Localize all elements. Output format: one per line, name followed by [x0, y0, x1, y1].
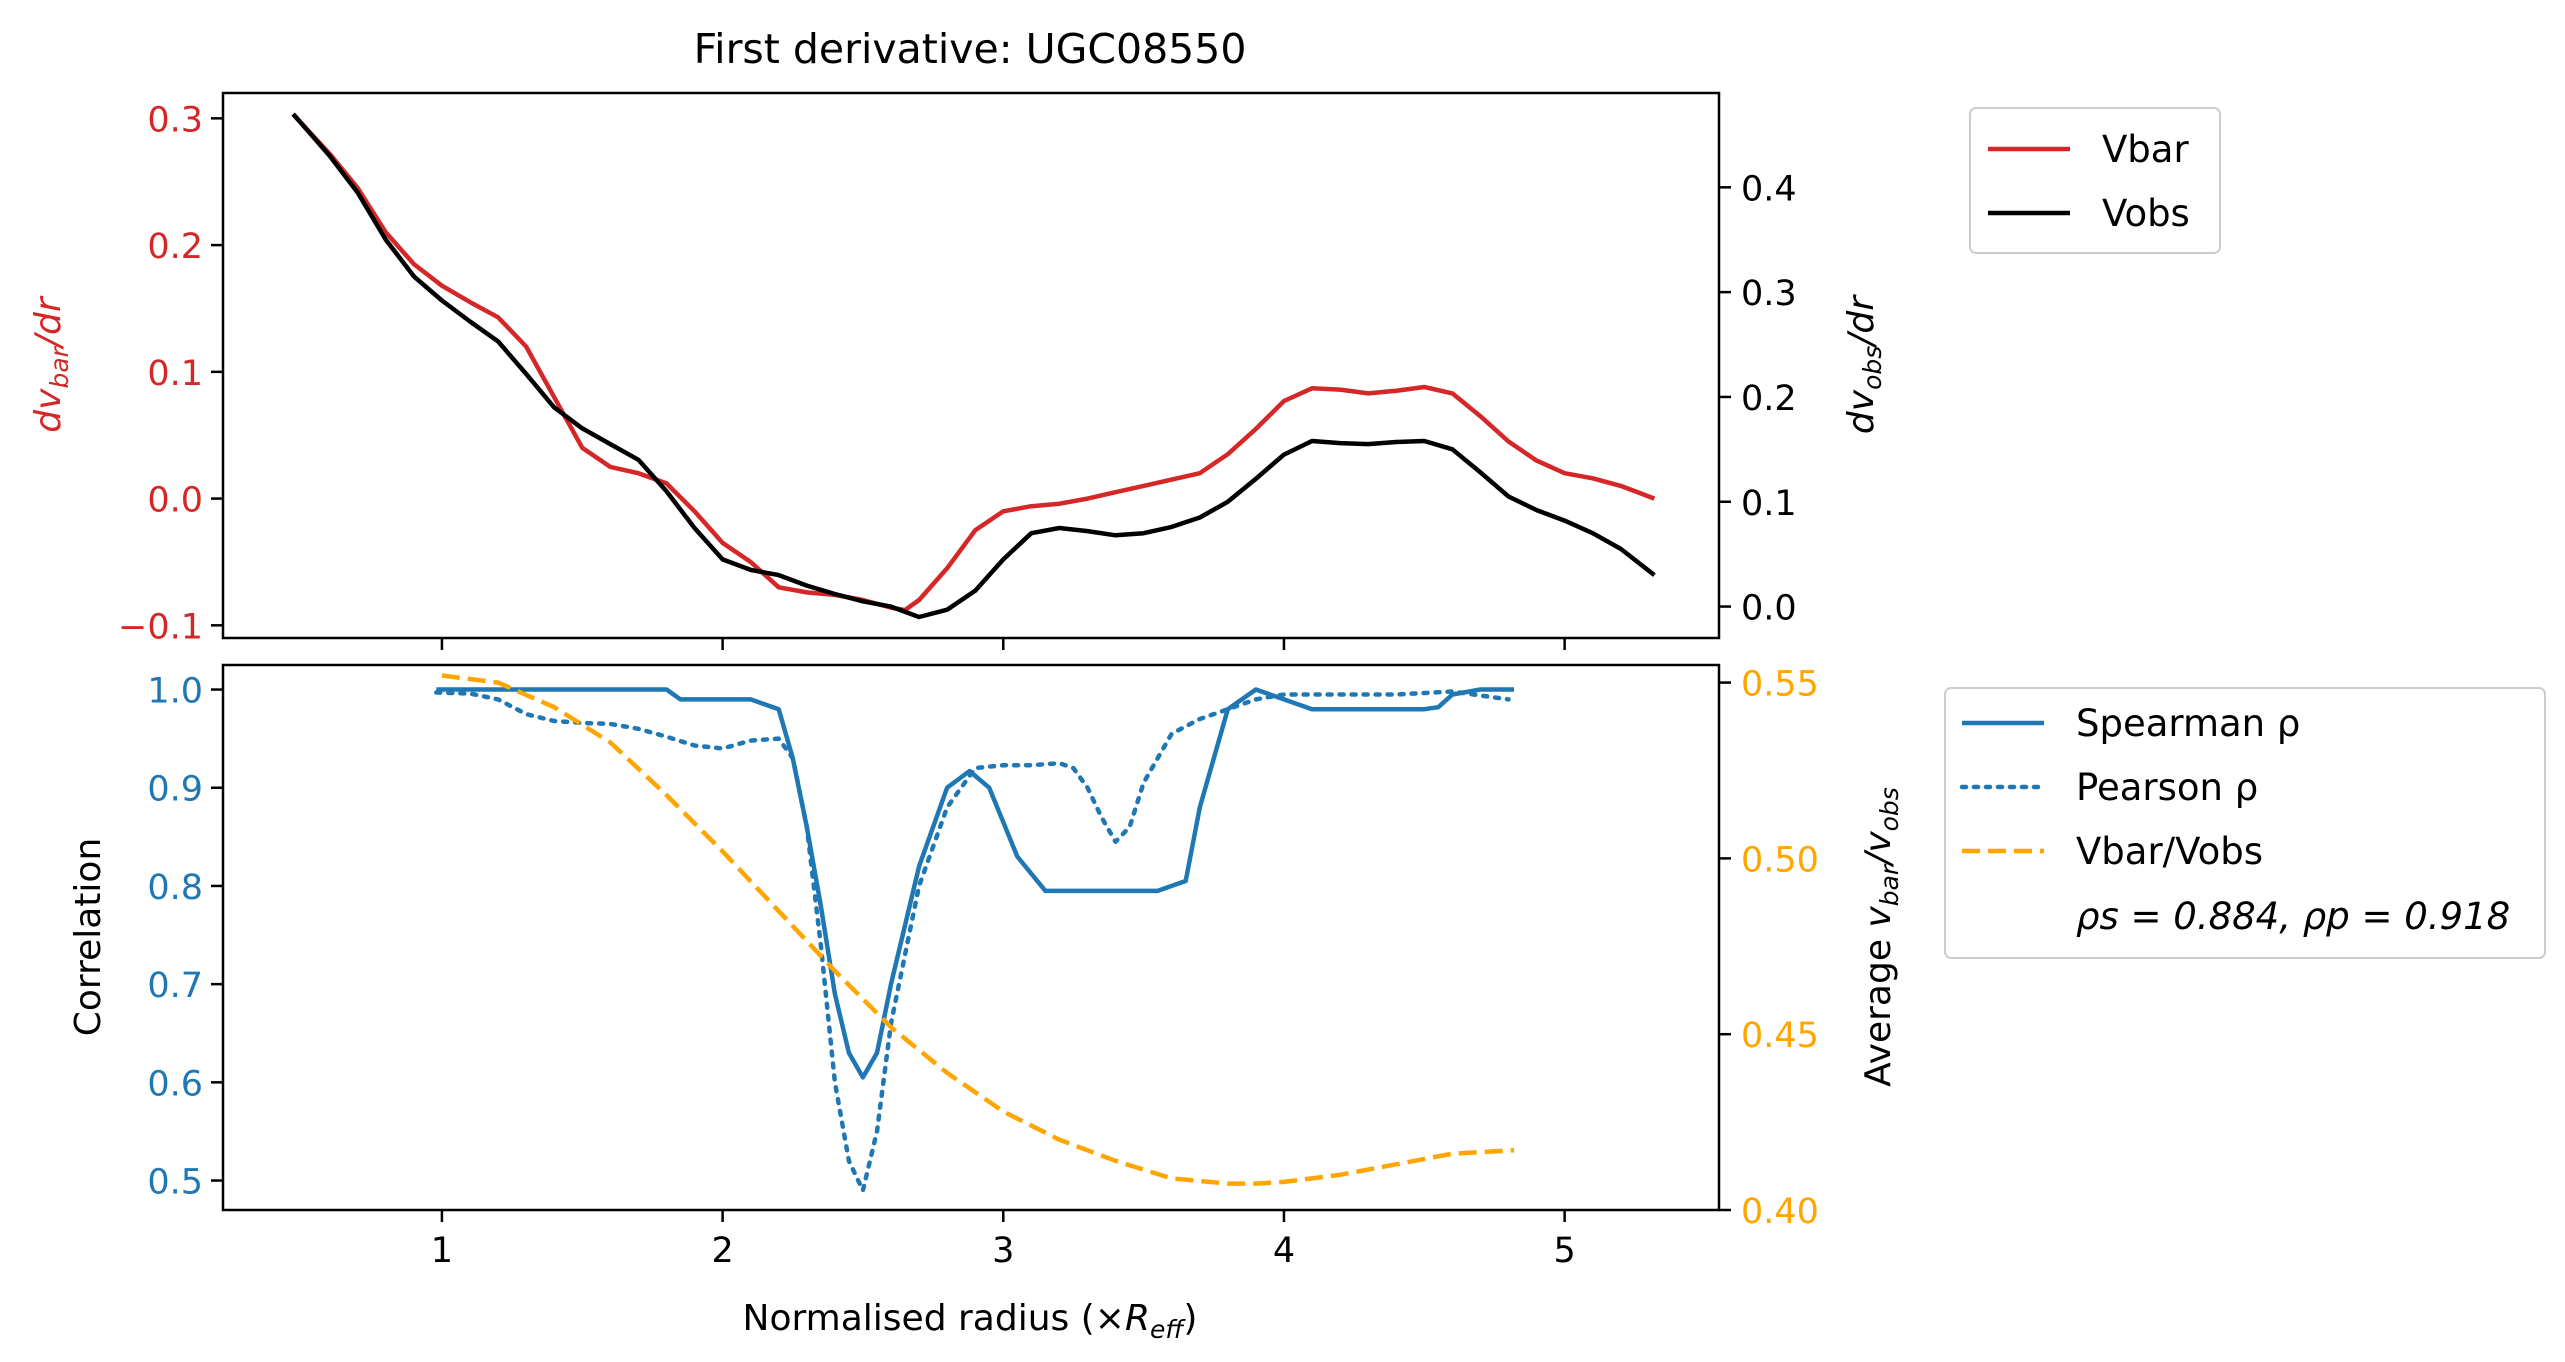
- bottom-right-axis: 0.40 0.45 0.50 0.55: [1719, 665, 1819, 1232]
- legend-label-ratio: Vbar/Vobs: [2076, 830, 2263, 873]
- top-left-tick-label: −0.1: [118, 607, 203, 647]
- top-x-axis: [440, 638, 1566, 650]
- bottom-right-tick-label: 0.55: [1741, 665, 1819, 705]
- bottom-legend-frame: [1944, 687, 2546, 959]
- top-legend: Vbar Vobs: [1969, 107, 2221, 254]
- bottom-legend: Spearman ρ Pearson ρ Vbar/Vobs ρs = 0.88…: [1944, 687, 2546, 959]
- bottom-series-line-spearman: [436, 687, 1515, 1080]
- legend-label-vbar: Vbar: [2102, 128, 2189, 171]
- bottom-xlabel: Normalised radius (×Reff): [743, 1298, 1198, 1344]
- top-right-tick-label: 0.4: [1741, 169, 1797, 209]
- top-right-tick-label: 0.3: [1741, 274, 1797, 314]
- top-series-line-vobs: [291, 112, 1656, 620]
- bottom-x-tick-label: 1: [431, 1231, 453, 1271]
- top-legend-frame: [1969, 107, 2221, 254]
- legend-annotation: ρs = 0.884, ρp = 0.918: [2076, 895, 2510, 938]
- bottom-left-tick-label: 1.0: [147, 672, 203, 712]
- bottom-right-tick-label: 0.45: [1741, 1016, 1819, 1056]
- legend-label-spearman: Spearman ρ: [2076, 702, 2300, 745]
- legend-label-vobs: Vobs: [2102, 192, 2190, 235]
- top-chart-title: First derivative: UGC08550: [694, 25, 1247, 73]
- top-series-line-vbar: [291, 112, 1656, 613]
- bottom-left-tick-label: 0.9: [147, 770, 203, 810]
- top-plot-area: [291, 112, 1656, 620]
- top-right-tick-label: 0.2: [1741, 379, 1797, 419]
- bottom-x-axis: 1 2 3 4 5: [431, 1210, 1576, 1271]
- top-right-tick-label: 0.0: [1741, 589, 1797, 629]
- bottom-left-tick-label: 0.7: [147, 966, 203, 1006]
- bottom-x-tick-label: 2: [711, 1231, 733, 1271]
- bottom-series-line-vbarvobs: [441, 673, 1515, 1186]
- bottom-axes-frame: [221, 663, 1721, 1212]
- top-left-tick-label: 0.1: [147, 354, 203, 394]
- top-left-ylabel: dvbar/dr: [28, 295, 74, 433]
- top-panel: First derivative: UGC08550 −0.1 0.0 0.1 0.2…: [28, 25, 2221, 650]
- bottom-left-tick-label: 0.8: [147, 868, 203, 908]
- bottom-right-ylabel: Average vbar/vobs: [1858, 787, 1904, 1087]
- bottom-series-line-pearson: [434, 689, 1511, 1193]
- top-right-tick-label: 0.1: [1741, 484, 1797, 524]
- top-axes-frame: [221, 91, 1721, 640]
- bottom-left-axis: 0.5 0.6 0.7 0.8 0.9 1.0: [147, 672, 223, 1203]
- top-left-tick-label: 0.0: [147, 481, 203, 521]
- bottom-x-tick-label: 4: [1273, 1231, 1295, 1271]
- bottom-x-tick-label: 5: [1553, 1231, 1575, 1271]
- bottom-left-tick-label: 0.6: [147, 1064, 203, 1104]
- top-left-tick-label: 0.2: [147, 227, 203, 267]
- bottom-panel: 0.5 0.6 0.7 0.8 0.9 1.0 0.40 0.45 0.50 0.55 1 2 3 4…: [68, 663, 2546, 1344]
- top-right-ylabel: dvobs/dr: [1841, 294, 1887, 434]
- top-left-tick-label: 0.3: [147, 100, 203, 140]
- top-right-axis: 0.0 0.1 0.2 0.3 0.4: [1719, 169, 1797, 629]
- top-left-axis: −0.1 0.0 0.1 0.2 0.3: [118, 100, 223, 647]
- bottom-right-tick-label: 0.50: [1741, 840, 1819, 880]
- bottom-left-ylabel: Correlation: [68, 838, 109, 1037]
- bottom-x-tick-label: 3: [992, 1231, 1014, 1271]
- bottom-plot-area: [434, 673, 1515, 1193]
- legend-label-pearson: Pearson ρ: [2076, 766, 2258, 809]
- bottom-right-tick-label: 0.40: [1741, 1192, 1819, 1232]
- bottom-left-tick-label: 0.5: [147, 1163, 203, 1203]
